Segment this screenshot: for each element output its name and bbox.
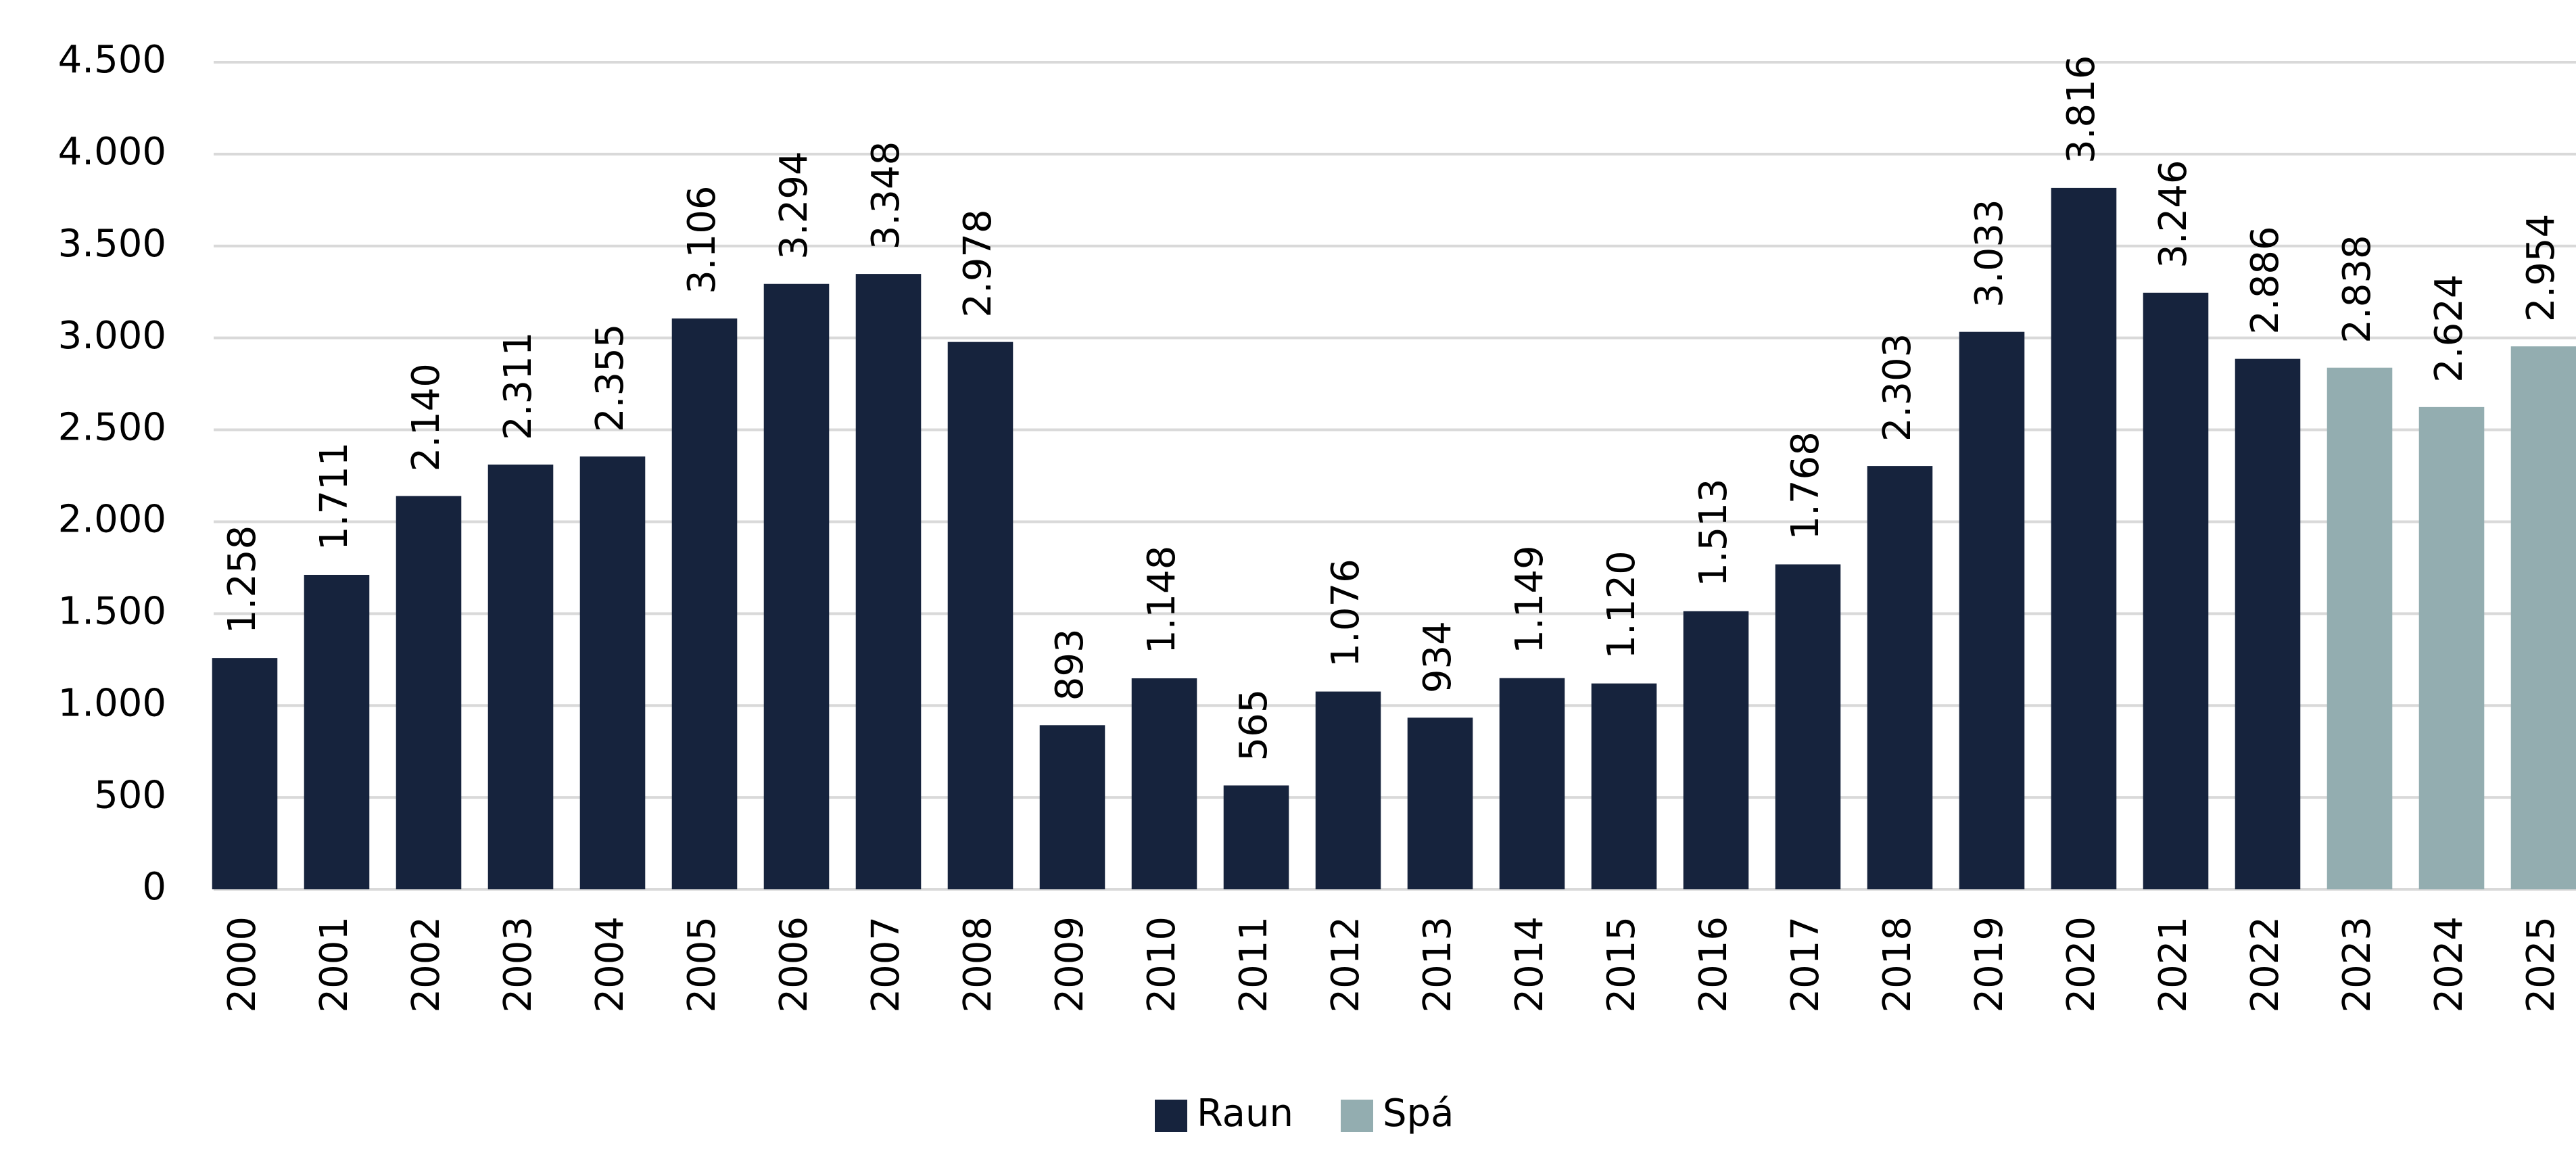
y-tick-label: 4.000 (58, 130, 166, 174)
value-label: 3.246 (2151, 160, 2195, 268)
x-tick-label: 2023 (2335, 916, 2379, 1013)
x-tick-label: 2004 (588, 916, 632, 1013)
x-tick-label: 2025 (2519, 916, 2563, 1013)
value-label: 2.303 (1876, 333, 1919, 442)
y-tick-label: 2.000 (58, 498, 166, 542)
value-label: 2.954 (2519, 214, 2563, 322)
bar (1499, 678, 1565, 889)
bar (2235, 358, 2301, 889)
value-label: 2.978 (956, 209, 1000, 317)
legend-label: Raun (1197, 1092, 1293, 1135)
value-label: 1.768 (1784, 431, 1828, 540)
bar (579, 456, 646, 889)
bar (487, 464, 554, 889)
bar (2418, 406, 2485, 889)
y-tick-label: 1.500 (58, 589, 166, 633)
value-label: 1.149 (1508, 545, 1552, 653)
x-tick-label: 2012 (1324, 916, 1368, 1013)
y-tick-label: 500 (94, 773, 166, 817)
value-label: 1.148 (1140, 546, 1184, 654)
bar (855, 274, 922, 889)
x-tick-label: 2011 (1232, 916, 1276, 1013)
x-tick-label: 2014 (1508, 916, 1552, 1013)
value-label: 1.513 (1692, 478, 1736, 586)
y-tick-label: 2.500 (58, 406, 166, 450)
value-label: 2.886 (2243, 226, 2287, 334)
x-tick-label: 2005 (680, 916, 724, 1013)
y-tick-label: 4.500 (58, 38, 166, 82)
x-tick-label: 2009 (1048, 916, 1092, 1013)
bar (947, 342, 1013, 890)
x-tick-label: 2002 (404, 916, 448, 1013)
value-label: 893 (1048, 628, 1092, 701)
bar (1683, 611, 1749, 889)
bar (1591, 683, 1657, 889)
bar (2051, 187, 2117, 889)
bar (1131, 678, 1197, 889)
x-tick-label: 2003 (496, 916, 540, 1013)
bar (1959, 331, 2025, 889)
value-label: 565 (1232, 689, 1276, 761)
x-tick-label: 2010 (1140, 916, 1184, 1013)
value-label: 1.076 (1324, 559, 1368, 667)
value-label: 2.838 (2335, 235, 2379, 343)
x-tick-label: 2018 (1876, 916, 1919, 1013)
bar (1315, 691, 1381, 889)
bar (671, 318, 738, 889)
y-tick-label: 3.000 (58, 314, 166, 358)
value-label: 3.816 (2059, 55, 2103, 164)
x-tick-label: 2022 (2243, 916, 2287, 1013)
x-tick-label: 2020 (2059, 916, 2103, 1013)
value-label: 3.033 (1967, 199, 2011, 307)
x-tick-label: 2001 (312, 916, 356, 1013)
value-label: 3.348 (864, 141, 908, 250)
value-label: 3.294 (772, 151, 816, 259)
value-label: 2.311 (496, 332, 540, 440)
x-tick-label: 2007 (864, 916, 908, 1013)
bar (212, 658, 278, 889)
x-tick-label: 2015 (1600, 916, 1644, 1013)
y-tick-label: 1.000 (58, 681, 166, 725)
bar (2327, 367, 2393, 889)
x-tick-label: 2006 (772, 916, 816, 1013)
bar (1039, 725, 1105, 889)
bar (1867, 466, 1933, 889)
y-tick-label: 0 (142, 865, 166, 909)
x-tick-label: 2000 (220, 916, 264, 1013)
value-label: 2.355 (588, 324, 632, 432)
x-tick-label: 2016 (1692, 916, 1736, 1013)
x-tick-label: 2013 (1416, 916, 1460, 1013)
bar (1223, 785, 1289, 889)
bar (396, 496, 462, 889)
value-label: 1.120 (1600, 550, 1644, 659)
x-tick-label: 2019 (1967, 916, 2011, 1013)
legend-swatch (1155, 1100, 1187, 1132)
bar (763, 283, 830, 889)
x-tick-label: 2021 (2151, 916, 2195, 1013)
bar (304, 574, 370, 889)
value-label: 934 (1416, 621, 1460, 693)
y-tick-label: 3.500 (58, 222, 166, 266)
x-tick-label: 2008 (956, 916, 1000, 1013)
x-tick-label: 2024 (2427, 916, 2471, 1013)
x-tick-label: 2017 (1784, 916, 1828, 1013)
value-label: 1.711 (312, 442, 356, 550)
bar (2510, 346, 2576, 889)
value-label: 1.258 (220, 525, 264, 634)
bar (1407, 718, 1473, 889)
legend-swatch (1340, 1100, 1373, 1132)
value-label: 2.140 (404, 363, 448, 471)
legend-label: Spá (1383, 1092, 1454, 1135)
bar (1775, 564, 1841, 889)
value-label: 3.106 (680, 186, 724, 294)
value-label: 2.624 (2427, 275, 2471, 383)
bar (2143, 292, 2209, 889)
